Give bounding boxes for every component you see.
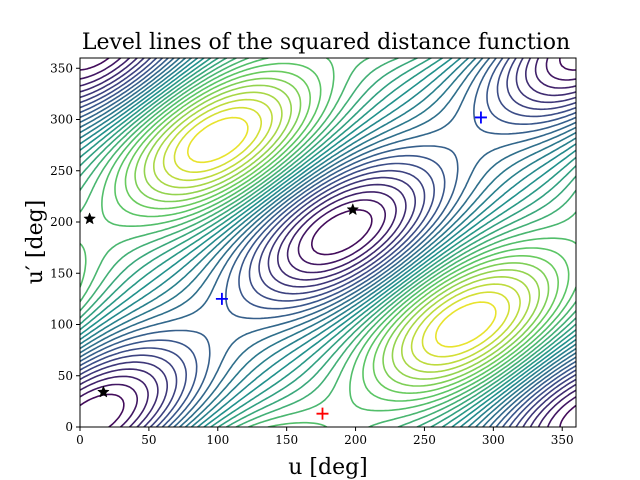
- y-tick-label: 0: [65, 420, 73, 434]
- plot-frame: [79, 57, 577, 428]
- contour-level: [80, 58, 576, 427]
- contour-level: [80, 58, 576, 427]
- contour-level: [143, 84, 540, 380]
- x-tick-label: 0: [76, 433, 84, 447]
- y-axis-ticks: 0 50 100 150 200 250 300 350: [50, 61, 80, 434]
- x-axis-label: u [deg]: [288, 455, 368, 480]
- contour-level: [80, 58, 576, 427]
- x-tick-label: 250: [413, 433, 436, 447]
- x-tick-label: 100: [206, 433, 229, 447]
- contour-level: [80, 58, 576, 427]
- contour-level: [80, 58, 576, 427]
- x-tick-label: 350: [551, 433, 574, 447]
- contour-level: [124, 70, 559, 394]
- star-marker: [83, 212, 97, 225]
- x-axis-ticks: 0 50 100 150 200 250 300 350: [76, 427, 574, 447]
- x-tick-label: 50: [141, 433, 156, 447]
- chart-title: Level lines of the squared distance func…: [82, 30, 570, 55]
- plus-marker: [316, 407, 329, 420]
- contour-level: [114, 62, 570, 402]
- x-tick-label: 200: [344, 433, 367, 447]
- contour-level: [153, 91, 531, 373]
- contour-level: [80, 58, 576, 427]
- star-marker: [346, 203, 360, 216]
- plus-marker: [215, 292, 228, 305]
- contour-level: [80, 58, 576, 427]
- y-tick-label: 150: [50, 266, 73, 280]
- contour-level: [80, 58, 576, 427]
- x-tick-label: 300: [482, 433, 505, 447]
- contour-level: [80, 58, 576, 427]
- contour-level: [134, 77, 550, 387]
- contour-level: [80, 58, 576, 427]
- y-tick-label: 250: [50, 164, 73, 178]
- contour-level: [173, 106, 510, 358]
- contour-level: [80, 58, 576, 427]
- contour-level: [80, 58, 576, 427]
- contour-level: [80, 58, 576, 427]
- plus-marker: [474, 111, 487, 124]
- contour-level: [80, 58, 576, 427]
- contour-level: [80, 58, 576, 427]
- contour-level: [80, 58, 576, 427]
- x-tick-label: 150: [275, 433, 298, 447]
- y-tick-label: 300: [50, 113, 73, 127]
- y-tick-label: 350: [50, 61, 73, 75]
- y-axis-label: u′ [deg]: [23, 200, 48, 285]
- contour-level: [80, 58, 576, 427]
- y-tick-label: 50: [58, 369, 73, 383]
- contour-level: [162, 98, 521, 366]
- contour-level: [80, 58, 576, 427]
- contour-level: [80, 58, 576, 427]
- contour-level: [80, 58, 576, 427]
- markers: [83, 111, 487, 420]
- contour-level: [187, 116, 497, 348]
- contour-lines: [80, 58, 576, 427]
- y-tick-label: 100: [50, 318, 73, 332]
- contour-level: [80, 58, 576, 427]
- star-marker: [97, 385, 110, 398]
- y-tick-label: 200: [50, 215, 73, 229]
